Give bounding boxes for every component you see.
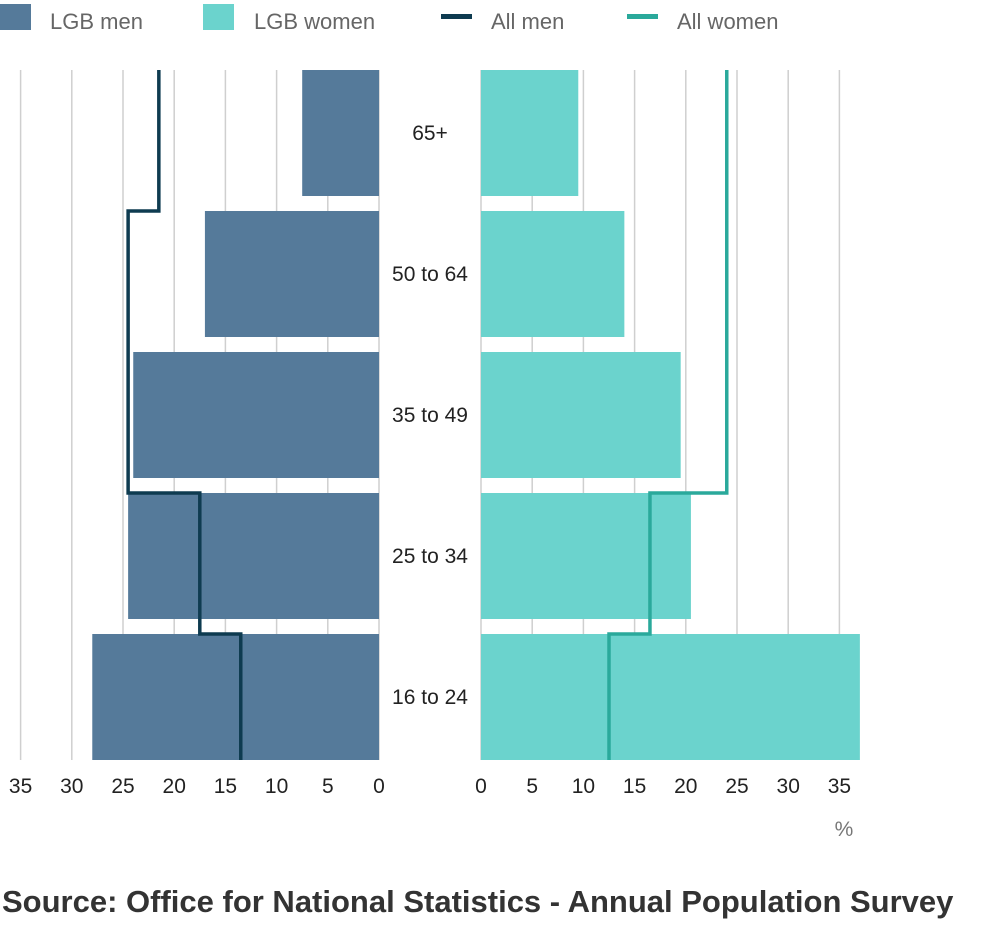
legend-label: All women: [677, 9, 778, 34]
step-line-all-women: [607, 70, 729, 760]
category-labels: 65+ 50 to 64 35 to 49 25 to 34 16 to 24: [392, 122, 468, 709]
category-label: 16 to 24: [392, 686, 468, 709]
bar-lgb-men-4: [92, 634, 379, 760]
legend-label: LGB women: [254, 9, 375, 34]
tick-label-left: 25: [111, 775, 134, 798]
tick-label-right: 0: [475, 775, 487, 798]
legend-item-2: All men: [441, 9, 564, 34]
bar-lgb-women-4: [481, 634, 860, 760]
legend-label: All men: [491, 9, 564, 34]
tick-label-left: 30: [60, 775, 83, 798]
tick-label-left: 15: [214, 775, 237, 798]
bar-lgb-women-3: [481, 493, 691, 619]
category-label: 65+: [412, 122, 448, 145]
bar-lgb-men-1: [204, 211, 379, 337]
tick-label-right: 10: [572, 775, 595, 798]
category-label: 50 to 64: [392, 263, 468, 286]
bar-lgb-women-2: [481, 352, 681, 478]
tick-label-left: 20: [163, 775, 186, 798]
tick-label-left: 35: [9, 775, 32, 798]
bars: [92, 70, 860, 760]
tick-label-left: 5: [322, 775, 334, 798]
category-label: 25 to 34: [392, 545, 468, 568]
tick-label-right: 20: [674, 775, 697, 798]
tick-label-left: 10: [265, 775, 288, 798]
step-lines: [126, 70, 729, 760]
bar-lgb-women-0: [481, 70, 579, 196]
tick-label-right: 25: [725, 775, 748, 798]
unit-label: %: [835, 818, 854, 841]
legend-item-1: LGB women: [203, 4, 375, 34]
legend-line-swatch: [441, 14, 472, 19]
legend: LGB men LGB women All men All women: [0, 4, 778, 34]
legend-swatch: [0, 4, 31, 30]
bar-lgb-men-2: [133, 352, 379, 478]
legend-item-0: LGB men: [0, 4, 143, 34]
category-label: 35 to 49: [392, 404, 468, 427]
tick-label-right: 15: [623, 775, 646, 798]
tick-label-right: 35: [828, 775, 851, 798]
legend-swatch: [203, 4, 234, 30]
legend-label: LGB men: [50, 9, 143, 34]
legend-item-3: All women: [627, 9, 778, 34]
tick-labels: 35 30 25 20 15 10 5 0 0 5 10 15 20 25 30 35: [9, 775, 851, 798]
legend-line-swatch: [627, 14, 658, 19]
bar-lgb-men-3: [128, 493, 379, 619]
bar-lgb-men-0: [302, 70, 379, 196]
step-line-all-men: [126, 70, 243, 760]
tick-label-left: 0: [373, 775, 385, 798]
source-note: Source: Office for National Statistics -…: [2, 884, 954, 919]
bar-lgb-women-1: [481, 211, 625, 337]
tick-label-right: 5: [526, 775, 538, 798]
tick-label-right: 30: [777, 775, 800, 798]
